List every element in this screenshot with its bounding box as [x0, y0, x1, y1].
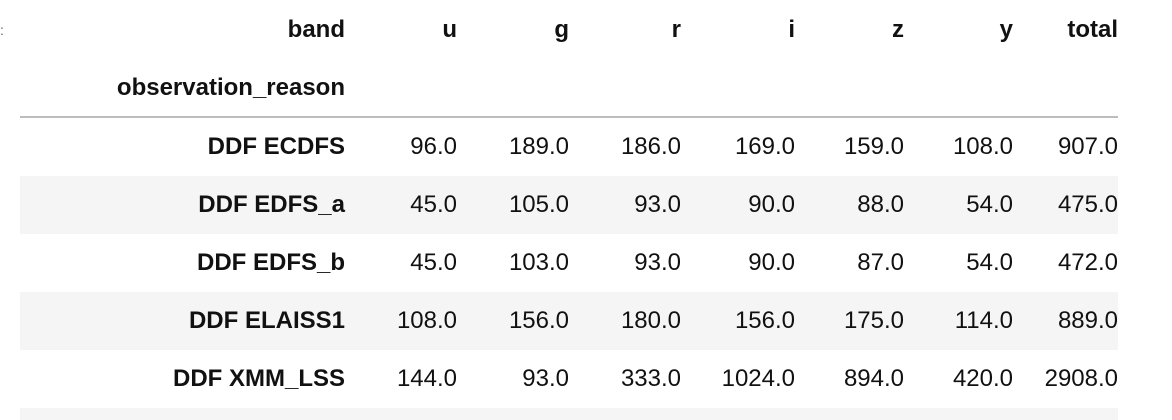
table-cell: 114.0 [954, 307, 1013, 334]
row-label: DDF XMM_LSS [172, 365, 345, 392]
table-cell: 45.0 [410, 249, 457, 276]
column-header-g: g [554, 16, 569, 43]
table-cell: 108.0 [396, 307, 457, 334]
table-cell: 475.0 [1057, 191, 1118, 218]
header-blank-cell [1013, 59, 1118, 118]
row-label: DDF ELAISS1 [188, 307, 345, 334]
table-row: DDF EDFS_a 45.0 105.0 93.0 90.0 88.0 54.… [20, 176, 1118, 234]
table-cell: 87.0 [857, 249, 904, 276]
table-row: DDF EDFS_b 45.0 103.0 93.0 90.0 87.0 54.… [20, 234, 1118, 292]
header-blank-cell [345, 59, 457, 118]
table-cell: 54.0 [966, 249, 1013, 276]
table-cell: 175.0 [843, 307, 904, 334]
table-cell: 108.0 [952, 133, 1013, 160]
table-cell: 1024.0 [721, 365, 795, 392]
header-blank-cell [904, 59, 1013, 118]
row-label: DDF EDFS_a [198, 191, 345, 218]
table-cell: 169.0 [734, 133, 795, 160]
table-row: DDF ELAISS1 108.0 156.0 180.0 156.0 175.… [20, 292, 1118, 350]
column-header-i: i [788, 16, 795, 43]
column-header-u: u [442, 16, 457, 43]
table-cell: 144.0 [396, 365, 457, 392]
row-label: DDF EDFS_b [196, 249, 345, 276]
header-blank-cell [457, 59, 569, 118]
table-header: band u g r i z y total observation_reaso… [20, 1, 1118, 118]
table-row: DDF ECDFS 96.0 189.0 186.0 169.0 159.0 1… [20, 117, 1118, 176]
column-header-y: y [999, 16, 1013, 43]
table-row: DDF XMM_LSS 144.0 93.0 333.0 1024.0 894.… [20, 350, 1118, 408]
header-blank-cell [569, 59, 681, 118]
table-row-partial [20, 408, 1118, 420]
table-cell: 159.0 [843, 133, 904, 160]
header-blank-cell [795, 59, 904, 118]
index-header-row: observation_reason [20, 59, 1118, 118]
cell-edge-marker: : [0, 22, 4, 38]
table-cell: 45.0 [410, 191, 457, 218]
table-cell: 333.0 [620, 365, 681, 392]
table-cell: 889.0 [1057, 307, 1118, 334]
columns-header-row: band u g r i z y total [20, 1, 1118, 59]
table-cell: 90.0 [748, 249, 795, 276]
table-cell: 180.0 [620, 307, 681, 334]
column-header-z: z [892, 16, 904, 43]
table-body: DDF ECDFS 96.0 189.0 186.0 169.0 159.0 1… [20, 117, 1118, 420]
table-cell: 186.0 [620, 133, 681, 160]
table-cell: 894.0 [843, 365, 904, 392]
table-cell: 96.0 [410, 133, 457, 160]
column-header-total: total [1067, 16, 1118, 43]
table-cell: 90.0 [748, 191, 795, 218]
table-cell: 93.0 [634, 249, 681, 276]
table-cell: 103.0 [508, 249, 569, 276]
header-blank-cell [681, 59, 795, 118]
table-cell: 189.0 [508, 133, 569, 160]
table-cell: 2908.0 [1044, 365, 1118, 392]
table-cell: 93.0 [634, 191, 681, 218]
table-cell: 156.0 [508, 307, 569, 334]
table-cell: 88.0 [857, 191, 904, 218]
table-cell: 105.0 [508, 191, 569, 218]
row-label: DDF ECDFS [207, 133, 345, 160]
columns-name-label: band [287, 16, 345, 43]
table-cell: 420.0 [952, 365, 1013, 392]
table-cell: 93.0 [522, 365, 569, 392]
table-cell: 907.0 [1057, 133, 1118, 160]
table-cell: 156.0 [734, 307, 795, 334]
index-name-label: observation_reason [20, 59, 345, 118]
column-header-r: r [671, 16, 681, 43]
table-cell: 54.0 [966, 191, 1013, 218]
table-cell: 472.0 [1057, 249, 1118, 276]
dataframe-table: band u g r i z y total observation_reaso… [20, 1, 1118, 420]
